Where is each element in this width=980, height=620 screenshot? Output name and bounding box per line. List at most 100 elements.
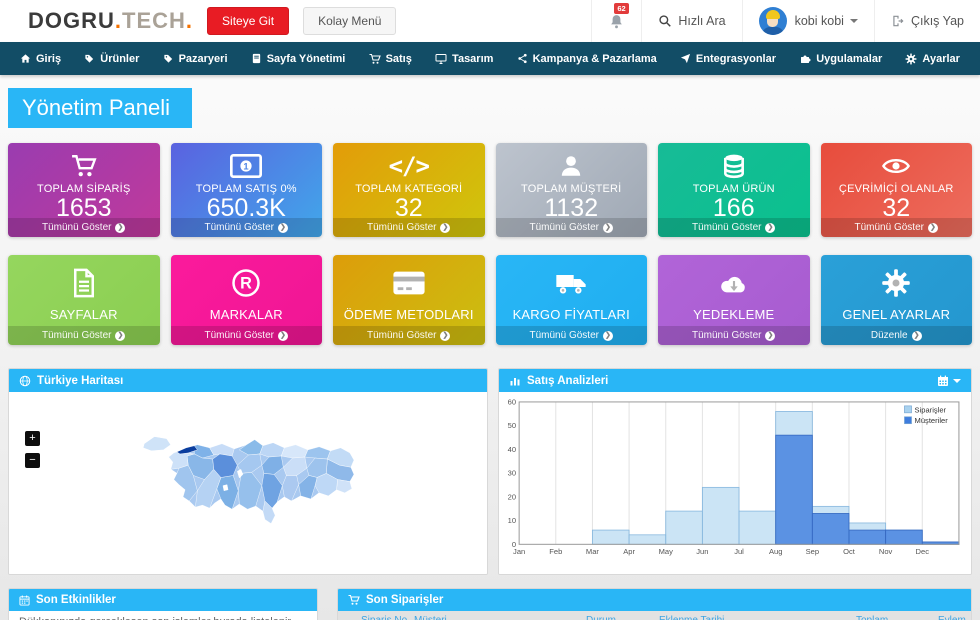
card-cevrimici-olanlar[interactable]: ÇEVRİMİÇİ OLANLAR 32 Tümünü Göster ❯	[820, 143, 972, 237]
turkey-map-panel: Türkiye Haritası + −	[8, 368, 488, 575]
notification-badge: 62	[614, 3, 629, 14]
easy-menu-button[interactable]: Kolay Menü	[303, 7, 397, 35]
nav-item-kampanya[interactable]: Kampanya & Pazarlama	[511, 53, 663, 65]
nav-item-sayfa-yonetimi[interactable]: Sayfa Yönetimi	[245, 53, 352, 65]
card-toplam-satis[interactable]: 1 TOPLAM SATIŞ 0% 650.3K Tümünü Göster ❯	[170, 143, 322, 237]
map-zoom-out-button[interactable]: −	[25, 453, 40, 468]
svg-text:May: May	[659, 547, 674, 556]
show-all-link[interactable]: Tümünü Göster ❯	[333, 218, 485, 237]
svg-text:Mar: Mar	[586, 547, 600, 556]
show-all-link[interactable]: Tümünü Göster ❯	[170, 326, 322, 345]
show-all-link[interactable]: Tümünü Göster ❯	[8, 218, 160, 237]
cloud-download-icon	[720, 276, 745, 293]
cart-icon	[369, 53, 381, 64]
nav-item-satis[interactable]: Satış	[363, 53, 418, 65]
nav-label: Sayfa Yönetimi	[266, 52, 346, 65]
go-to-site-button[interactable]: Siteye Git	[207, 7, 290, 35]
user-menu[interactable]: kobi kobi	[741, 0, 874, 42]
nav-item-giris[interactable]: Giriş	[14, 53, 67, 65]
arrow-circle-right-icon: ❯	[440, 330, 451, 341]
notifications-button[interactable]: 62	[591, 0, 641, 42]
card-yedekleme[interactable]: YEDEKLEME Tümünü Göster ❯	[658, 255, 810, 345]
card-toplam-musteri[interactable]: TOPLAM MÜŞTERİ 1132 Tümünü Göster ❯	[495, 143, 647, 237]
recent-activities-panel: Son Etkinlikler Dükkanınızda gerçekleşen…	[8, 588, 318, 620]
card-title: TOPLAM SİPARİŞ	[37, 183, 131, 195]
money-icon: 1	[230, 154, 263, 178]
quick-search-button[interactable]: Hızlı Ara	[641, 0, 741, 42]
show-all-link[interactable]: Tümünü Göster ❯	[333, 326, 485, 345]
svg-text:60: 60	[508, 397, 516, 406]
arrow-circle-right-icon: ❯	[602, 222, 613, 233]
card-sayfalar[interactable]: SAYFALAR Tümünü Göster ❯	[8, 255, 160, 345]
arrow-circle-right-icon: ❯	[765, 330, 776, 341]
activity-row: Dükkanınızda gerçekleşen son işlemler bu…	[9, 611, 317, 620]
show-all-link[interactable]: Tümünü Göster ❯	[495, 326, 647, 345]
arrow-circle-right-icon: ❯	[765, 222, 776, 233]
nav-item-ayarlar[interactable]: Ayarlar	[899, 53, 966, 65]
arrow-circle-right-icon: ❯	[277, 330, 288, 341]
column-header-eklenme-tarihi[interactable]: Eklenme Tarihi	[659, 615, 724, 620]
arrow-circle-right-icon: ❯	[927, 222, 938, 233]
map-zoom-in-button[interactable]: +	[25, 431, 40, 446]
card-toplam-kategori[interactable]: </> TOPLAM KATEGORİ 32 Tümünü Göster ❯	[333, 143, 485, 237]
column-header-musteri[interactable]: Müşteri	[414, 615, 447, 620]
nav-label: Pazaryeri	[178, 52, 228, 65]
svg-text:Jan: Jan	[513, 547, 525, 556]
svg-text:0: 0	[512, 540, 516, 549]
cart-icon	[71, 155, 97, 177]
show-all-link[interactable]: Tümünü Göster ❯	[495, 218, 647, 237]
chart-date-range-dropdown[interactable]	[937, 375, 961, 387]
home-icon	[20, 54, 31, 63]
card-markalar[interactable]: R MARKALAR Tümünü Göster ❯	[170, 255, 322, 345]
column-header-siparis-no[interactable]: Sipariş No	[361, 615, 407, 620]
show-all-link[interactable]: Tümünü Göster ❯	[8, 326, 160, 345]
svg-text:50: 50	[508, 421, 516, 430]
nav-item-uygulamalar[interactable]: Uygulamalar	[793, 53, 888, 65]
puzzle-icon	[801, 55, 811, 63]
show-all-link[interactable]: Tümünü Göster ❯	[820, 218, 972, 237]
thrace-region[interactable]	[142, 436, 172, 452]
logout-button[interactable]: Çıkış Yap	[873, 0, 980, 42]
paper-plane-icon	[680, 53, 691, 64]
arrow-circle-right-icon: ❯	[602, 330, 613, 341]
card-value: 166	[712, 194, 755, 222]
top-header: DOGRU.TECH. Siteye Git Kolay Menü 62 Hız…	[0, 0, 980, 42]
show-all-link[interactable]: Tümünü Göster ❯	[170, 218, 322, 237]
svg-text:Jun: Jun	[696, 547, 708, 556]
username: kobi kobi	[794, 14, 844, 28]
activities-panel-body: Dükkanınızda gerçekleşen son işlemler bu…	[9, 611, 317, 620]
turkey-map[interactable]	[137, 422, 357, 534]
column-header-durum[interactable]: Durum	[586, 615, 616, 620]
quick-search-label: Hızlı Ara	[678, 14, 726, 28]
nav-item-urunler[interactable]: Ürünler	[78, 53, 145, 65]
nav-label: Uygulamalar	[816, 52, 883, 65]
svg-text:Sep: Sep	[806, 547, 819, 556]
svg-text:Müşteriler: Müşteriler	[915, 416, 949, 425]
activities-panel-header: Son Etkinlikler	[9, 589, 317, 611]
card-odeme-metodlari[interactable]: ÖDEME METODLARI Tümünü Göster ❯	[333, 255, 485, 345]
column-header-toplam[interactable]: Toplam	[856, 615, 888, 620]
user-icon	[562, 156, 581, 176]
svg-text:R: R	[240, 275, 252, 293]
nav-item-tasarim[interactable]: Tasarım	[429, 53, 499, 65]
card-toplam-urun[interactable]: TOPLAM ÜRÜN 166 Tümünü Göster ❯	[658, 143, 810, 237]
card-title: TOPLAM ÜRÜN	[692, 183, 775, 195]
logo-text-2: TECH	[122, 8, 186, 33]
card-kargo-fiyatlari[interactable]: KARGO FİYATLARI Tümünü Göster ❯	[495, 255, 647, 345]
show-all-link[interactable]: Tümünü Göster ❯	[658, 218, 810, 237]
show-all-link[interactable]: Tümünü Göster ❯	[658, 326, 810, 345]
card-toplam-siparis[interactable]: TOPLAM SİPARİŞ 1653 Tümünü Göster ❯	[8, 143, 160, 237]
card-value: 1653	[55, 194, 112, 222]
gear-icon	[905, 53, 917, 64]
chevron-down-icon	[849, 19, 858, 23]
card-genel-ayarlar[interactable]: GENEL AYARLAR Düzenle ❯	[820, 255, 972, 345]
svg-text:Nov: Nov	[879, 547, 893, 556]
svg-text:Dec: Dec	[916, 547, 930, 556]
tags-icon	[85, 54, 94, 63]
edit-link[interactable]: Düzenle ❯	[820, 326, 972, 345]
nav-item-entegrasyonlar[interactable]: Entegrasyonlar	[674, 53, 782, 65]
chart-panel-header: Satış Analizleri	[499, 369, 971, 392]
column-header-eylem[interactable]: Eylem	[938, 615, 966, 620]
nav-item-pazaryeri[interactable]: Pazaryeri	[157, 53, 234, 65]
nav-label: Satış	[385, 52, 412, 65]
